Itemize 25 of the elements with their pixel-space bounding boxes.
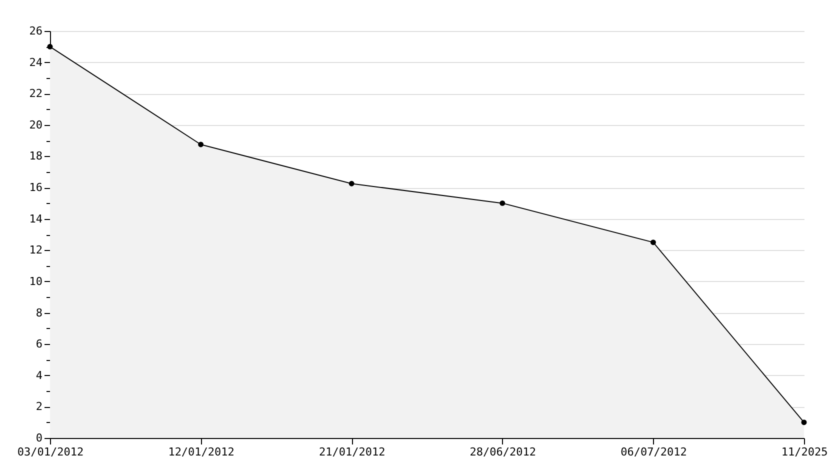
y-tick-label: 14 [29, 212, 43, 226]
y-tick-label: 8 [36, 306, 42, 320]
x-tick-label: 28/06/2012 [470, 446, 536, 458]
y-tick-label: 26 [29, 24, 42, 38]
y-tick-label: 22 [29, 87, 42, 100]
y-tick-label: 6 [36, 338, 42, 351]
x-tick-label: 06/07/2012 [620, 446, 687, 458]
y-tick-label: 4 [36, 368, 43, 382]
y-tick-label: 12 [29, 244, 42, 257]
y-tick-label: 18 [29, 150, 42, 163]
y-tick-label: 0 [36, 432, 42, 444]
y-tick-label: 2 [36, 400, 42, 414]
y-tick-label: 10 [29, 274, 42, 288]
x-tick-label: 21/01/2012 [318, 446, 386, 458]
point [801, 420, 807, 426]
y-tick-label: 20 [29, 118, 42, 132]
point [650, 240, 656, 246]
y-tick-label: 24 [29, 56, 43, 69]
x-tick-label: 11/2025 [781, 446, 828, 458]
point [500, 200, 506, 206]
x-tick-label: 03/01/2012 [17, 446, 84, 458]
y-tick-label: 16 [29, 181, 42, 194]
point [348, 180, 354, 186]
x-tick-label: 12/01/2012 [168, 446, 234, 458]
point [198, 142, 204, 148]
